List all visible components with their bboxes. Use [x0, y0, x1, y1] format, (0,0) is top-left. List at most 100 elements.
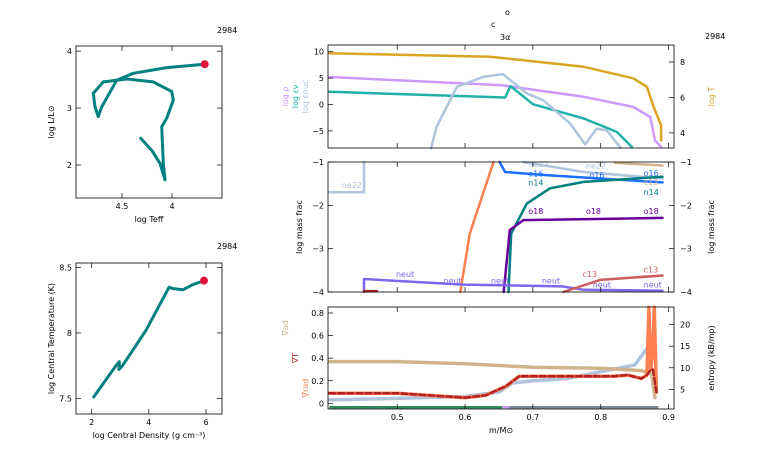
y-tick-label: 7.5: [59, 394, 72, 403]
abundance-label: neut: [443, 276, 461, 285]
abundance-label: neut: [491, 276, 509, 285]
current-model-marker: [200, 60, 209, 69]
series-line-log-εnuc: [429, 72, 622, 150]
y-right-tick-label: 4: [680, 129, 685, 138]
abundance-label: o16: [528, 170, 543, 179]
series-line-∇T: [328, 368, 658, 399]
mixing-region-bar: [329, 406, 503, 409]
y-right-tick-label: −4: [680, 288, 692, 297]
hr-panel: 4.5 4 2 3 4 log Teff log L/L⊙: [47, 45, 223, 224]
y-right-tick-label: −2: [680, 201, 692, 210]
x-tick-label: 0.7: [527, 413, 540, 422]
x-tick-label: 4: [146, 418, 151, 427]
abundance-label: neut: [396, 270, 414, 279]
y-right-tick-label: 5: [680, 385, 685, 394]
x-tick-label: 4: [169, 202, 174, 211]
abundance-label: o16: [589, 171, 604, 180]
series-line-∇rad: [328, 305, 659, 400]
model-number-hr: 2984: [217, 26, 237, 35]
profile-top-panel: −5 0 5 10 4 6 8 log ρ log εν log εnuc log T: [281, 44, 716, 150]
series-line-c13: [562, 274, 664, 294]
y-axis-label: log εν: [291, 84, 300, 108]
series-line-ne22: [522, 160, 664, 180]
abundance-label: c13: [644, 266, 659, 275]
y-axis-label: ∇ad: [281, 320, 290, 336]
y-tick-label: −4: [312, 288, 324, 297]
abundance-label: ne22: [342, 181, 362, 190]
y-tick-label: 10: [314, 48, 324, 57]
x-tick-label: 0.8: [594, 413, 607, 422]
abundance-label: neut: [593, 281, 611, 290]
y-right-axis-label: log T: [707, 87, 716, 107]
plot-frame: [75, 45, 223, 199]
y-right-tick-label: 15: [680, 342, 690, 351]
x-axis-label: log Central Density (g cm⁻³): [93, 431, 206, 440]
y-right-axis-label: entropy (kB/mp): [707, 325, 716, 390]
burn-label-3alpha: 3α: [500, 33, 510, 42]
y-axis-label: log Central Temperature (K): [47, 283, 56, 394]
y-axis-label: log ρ: [281, 87, 290, 107]
abundance-label: o16: [644, 169, 659, 178]
x-tick-label: 2: [89, 418, 94, 427]
abundance-label: c12: [644, 178, 659, 187]
series-line-entropy: [328, 339, 654, 402]
burn-label-o: o: [505, 8, 510, 17]
y-tick-label: −3: [312, 245, 324, 254]
x-tick-label: 4.5: [116, 202, 129, 211]
abundance-label: n14: [644, 188, 659, 197]
mixing-region-bar: [509, 406, 659, 409]
y-right-tick-label: 20: [680, 321, 690, 330]
series-line-unlabeled: [92, 279, 206, 399]
series-line-unlabeled: [459, 160, 495, 294]
y-tick-label: −2: [312, 201, 324, 210]
y-tick-label: 0.8: [311, 309, 324, 318]
series-line-c12: [613, 161, 664, 167]
x-tick-label: 6: [203, 418, 208, 427]
model-number-profile: 2984: [705, 32, 725, 41]
y-tick-label: −1: [312, 158, 324, 167]
plot-frame: [327, 44, 675, 149]
y-tick-label: 4: [67, 47, 72, 56]
y-tick-label: 0.4: [311, 354, 324, 363]
y-right-axis-label: log mass frac: [707, 200, 716, 254]
y-tick-label: 8: [67, 329, 72, 338]
y-tick-label: 3: [67, 104, 72, 113]
y-tick-label: 0: [319, 399, 324, 408]
y-axis-label: log L/L⊙: [47, 105, 56, 138]
abundance-label: n14: [528, 179, 543, 188]
abundance-label: c13: [583, 270, 598, 279]
burn-label-c: c: [491, 20, 495, 29]
x-tick-label: 0.9: [662, 413, 675, 422]
profile-bot-panel: 0.5 0.6 0.7 0.8 0.9 0 0.2 0.4 0.6 0.8 5 10 15 20 m/M⊙ ∇…: [281, 305, 716, 435]
series-line-o18: [502, 216, 664, 294]
abundance-label: neut: [644, 281, 662, 290]
x-axis-label: m/M⊙: [489, 426, 513, 435]
x-tick-label: 0.5: [391, 413, 404, 422]
series-line-log-T: [328, 52, 663, 142]
y-axis-label: log mass frac: [295, 200, 304, 254]
y-axis-label: ∇T: [291, 353, 300, 364]
series-line-unlabeled: [91, 62, 207, 182]
y-right-tick-label: −3: [680, 245, 692, 254]
abundance-label: o18: [528, 207, 543, 216]
y-right-tick-label: 8: [680, 58, 685, 67]
x-axis-label: log Teff: [135, 215, 164, 224]
series-line-n14: [507, 175, 664, 294]
abundance-label: o18: [644, 207, 659, 216]
y-tick-label: 0: [319, 100, 324, 109]
series-line-log-ρ: [328, 75, 663, 149]
current-model-marker: [200, 276, 208, 285]
mixing-region-bar: [502, 406, 510, 409]
y-right-tick-label: −1: [680, 158, 692, 167]
y-tick-label: 2: [67, 161, 72, 170]
y-tick-label: 5: [319, 74, 324, 83]
y-right-tick-label: 6: [680, 93, 685, 102]
y-tick-label: 0.2: [311, 377, 324, 386]
series-line-neut: [362, 277, 664, 294]
y-axis-label: ∇rad: [301, 379, 310, 399]
y-tick-label: −5: [312, 127, 324, 136]
abundance-label: o18: [586, 207, 601, 216]
abundance-label: neut: [542, 276, 560, 285]
